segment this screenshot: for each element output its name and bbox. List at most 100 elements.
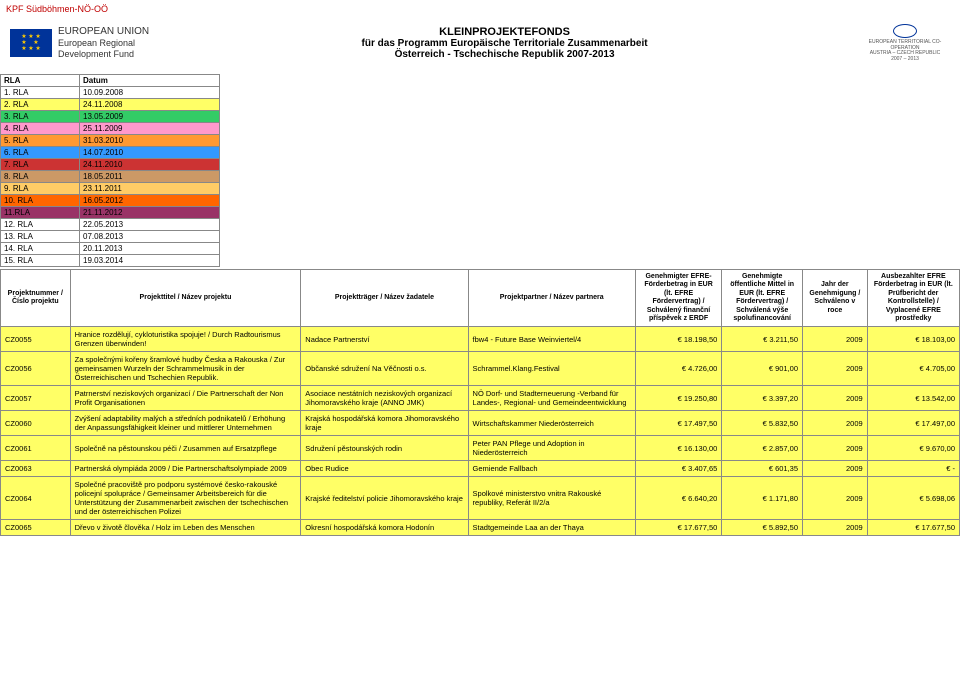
cell-project-traeger: Asociace nestátních neziskových organiza… — [301, 386, 468, 411]
rla-cell-label: 4. RLA — [0, 123, 80, 134]
column-header: Genehmigter EFRE-Förderbetrag in EUR (lt… — [635, 270, 722, 327]
rla-row: 15. RLA19.03.2014 — [0, 254, 220, 267]
rla-cell-label: 11.RLA — [0, 207, 80, 218]
rla-row: 3. RLA13.05.2009 — [0, 110, 220, 122]
column-header: Projektnummer / Číslo projektu — [1, 270, 71, 327]
cell-project-id: CZ0060 — [1, 411, 71, 436]
rla-cell-date: 10.09.2008 — [80, 87, 220, 98]
cell-project-id: CZ0065 — [1, 520, 71, 536]
rla-cell-label: 9. RLA — [0, 183, 80, 194]
cell-project-title: Zvýšení adaptability malých a středních … — [70, 411, 301, 436]
column-header: Genehmigte öffentliche Mittel in EUR (lt… — [722, 270, 803, 327]
cell-public-amount: € 901,00 — [722, 352, 803, 386]
etc-ring-icon — [893, 24, 917, 38]
cell-project-title: Za společnými kořeny šramlové hudby Česk… — [70, 352, 301, 386]
rla-header-col2: Datum — [80, 75, 220, 86]
rla-row: 9. RLA23.11.2011 — [0, 182, 220, 194]
cell-project-partner: NÖ Dorf- und Stadterneuerung -Verband fü… — [468, 386, 635, 411]
rla-row: 10. RLA16.05.2012 — [0, 194, 220, 206]
cell-efre-amount: € 6.640,20 — [635, 477, 722, 520]
table-row: CZ0065Dřevo v životě člověka / Holz im L… — [1, 520, 960, 536]
rla-row: 11.RLA21.11.2012 — [0, 206, 220, 218]
rla-cell-label: 1. RLA — [0, 87, 80, 98]
cell-project-traeger: Sdružení pěstounských rodin — [301, 436, 468, 461]
etc-logo-l3: 2007 – 2013 — [891, 57, 919, 63]
cell-project-title: Patrnerství neziskových organizací / Die… — [70, 386, 301, 411]
cell-public-amount: € 3.397,20 — [722, 386, 803, 411]
cell-public-amount: € 5.832,50 — [722, 411, 803, 436]
rla-row: 7. RLA24.11.2010 — [0, 158, 220, 170]
table-row: CZ0064Společné pracoviště pro podporu sy… — [1, 477, 960, 520]
eu-logo-line1: EUROPEAN UNION — [58, 26, 149, 38]
rla-row: 14. RLA20.11.2013 — [0, 242, 220, 254]
rla-cell-date: 22.05.2013 — [80, 219, 220, 230]
document-title: KLEINPROJEKTEFONDS für das Programm Euro… — [149, 26, 860, 60]
rla-cell-label: 7. RLA — [0, 159, 80, 170]
cell-project-id: CZ0056 — [1, 352, 71, 386]
rla-cell-date: 21.11.2012 — [80, 207, 220, 218]
rla-row: 12. RLA22.05.2013 — [0, 218, 220, 230]
rla-cell-label: 6. RLA — [0, 147, 80, 158]
cell-efre-amount: € 19.250,80 — [635, 386, 722, 411]
column-header: Projekttitel / Název projektu — [70, 270, 301, 327]
cell-public-amount: € 5.892,50 — [722, 520, 803, 536]
cell-project-partner: Schrammel.Klang.Festival — [468, 352, 635, 386]
table-row: CZ0060Zvýšení adaptability malých a stře… — [1, 411, 960, 436]
rla-cell-date: 13.05.2009 — [80, 111, 220, 122]
cell-efre-amount: € 4.726,00 — [635, 352, 722, 386]
rla-row: 13. RLA07.08.2013 — [0, 230, 220, 242]
cell-public-amount: € 3.211,50 — [722, 327, 803, 352]
cell-project-partner: Peter PAN Pflege und Adoption in Niederö… — [468, 436, 635, 461]
table-header-row: Projektnummer / Číslo projektuProjekttit… — [1, 270, 960, 327]
top-banner: ★ ★ ★★ ★★ ★ ★ EUROPEAN UNION European Re… — [0, 18, 960, 72]
cell-project-title: Společné pracoviště pro podporu systémov… — [70, 477, 301, 520]
rla-cell-date: 20.11.2013 — [80, 243, 220, 254]
cell-paid-amount: € 5.698,06 — [867, 477, 959, 520]
cell-project-traeger: Krajská hospodářská komora Jihomoravskéh… — [301, 411, 468, 436]
rla-row: 5. RLA31.03.2010 — [0, 134, 220, 146]
column-header: Projektträger / Název žadatele — [301, 270, 468, 327]
cell-paid-amount: € 13.542,00 — [867, 386, 959, 411]
rla-row: 4. RLA25.11.2009 — [0, 122, 220, 134]
eu-stars-icon: ★ ★ ★★ ★★ ★ ★ — [21, 34, 40, 52]
cell-year: 2009 — [803, 520, 868, 536]
eu-logo-line3: Development Fund — [58, 49, 149, 60]
cell-project-traeger: Občanské sdružení Na Věčnosti o.s. — [301, 352, 468, 386]
cell-efre-amount: € 18.198,50 — [635, 327, 722, 352]
cell-project-title: Společně na pěstounskou péči / Zusammen … — [70, 436, 301, 461]
table-row: CZ0056Za společnými kořeny šramlové hudb… — [1, 352, 960, 386]
cell-project-id: CZ0063 — [1, 461, 71, 477]
cell-paid-amount: € 17.677,50 — [867, 520, 959, 536]
cell-project-partner: Spolkové ministerstvo vnitra Rakouské re… — [468, 477, 635, 520]
cell-project-traeger: Okresní hospodářská komora Hodonín — [301, 520, 468, 536]
cell-project-traeger: Krajské ředitelství policie Jihomoravské… — [301, 477, 468, 520]
cell-efre-amount: € 17.677,50 — [635, 520, 722, 536]
rla-cell-date: 07.08.2013 — [80, 231, 220, 242]
cell-project-id: CZ0057 — [1, 386, 71, 411]
cell-project-partner: fbw4 - Future Base Weinviertel/4 — [468, 327, 635, 352]
rla-row: 6. RLA14.07.2010 — [0, 146, 220, 158]
rla-cell-date: 19.03.2014 — [80, 255, 220, 266]
rla-row: 8. RLA18.05.2011 — [0, 170, 220, 182]
rla-cell-date: 25.11.2009 — [80, 123, 220, 134]
cell-year: 2009 — [803, 436, 868, 461]
cell-project-partner: Wirtschaftskammer Niederösterreich — [468, 411, 635, 436]
title-sub1: für das Programm Europäische Territorial… — [149, 38, 860, 49]
cell-year: 2009 — [803, 386, 868, 411]
rla-cell-date: 24.11.2010 — [80, 159, 220, 170]
rla-cell-label: 10. RLA — [0, 195, 80, 206]
rla-cell-label: 2. RLA — [0, 99, 80, 110]
eu-logo-text: EUROPEAN UNION European Regional Develop… — [58, 26, 149, 60]
rla-cell-label: 5. RLA — [0, 135, 80, 146]
table-row: CZ0063Partnerská olympiáda 2009 / Die Pa… — [1, 461, 960, 477]
rla-row: 2. RLA24.11.2008 — [0, 98, 220, 110]
table-row: CZ0057Patrnerství neziskových organizací… — [1, 386, 960, 411]
rla-cell-date: 24.11.2008 — [80, 99, 220, 110]
cell-project-id: CZ0064 — [1, 477, 71, 520]
eu-logo: ★ ★ ★★ ★★ ★ ★ EUROPEAN UNION European Re… — [10, 26, 149, 60]
cell-efre-amount: € 17.497,50 — [635, 411, 722, 436]
rla-header-row: RLA Datum — [0, 74, 220, 86]
projects-table: Projektnummer / Číslo projektuProjekttit… — [0, 269, 960, 536]
column-header: Projektpartner / Název partnera — [468, 270, 635, 327]
cell-project-id: CZ0061 — [1, 436, 71, 461]
